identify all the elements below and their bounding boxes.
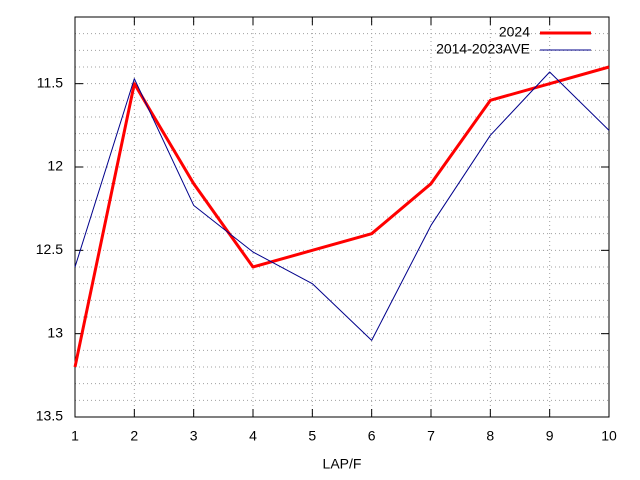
plot-border — [74, 16, 610, 418]
y-tick-label: 12.5 — [36, 241, 63, 257]
x-tick-label: 8 — [486, 428, 494, 444]
x-tick-label: 3 — [190, 428, 198, 444]
y-tick-label: 12 — [47, 158, 63, 174]
series-line — [74, 71, 610, 341]
x-axis-label: LAP/F — [323, 456, 362, 472]
x-tick-label: 5 — [308, 428, 316, 444]
legend-label: 2014-2023AVE — [436, 41, 530, 57]
series-line — [73, 65, 610, 368]
x-tick-label: 10 — [601, 428, 617, 444]
x-tick-label: 4 — [249, 428, 257, 444]
x-tick-label: 9 — [546, 428, 554, 444]
x-tick-label: 1 — [71, 428, 79, 444]
y-tick-label: 13.5 — [36, 408, 63, 424]
x-tick-label: 2 — [130, 428, 138, 444]
legend-label: 2024 — [499, 24, 530, 40]
y-tick-label: 11.5 — [37, 74, 63, 90]
x-tick-label: 6 — [368, 428, 376, 444]
x-tick-label: 7 — [427, 428, 435, 444]
y-tick-label: 13 — [47, 324, 63, 340]
